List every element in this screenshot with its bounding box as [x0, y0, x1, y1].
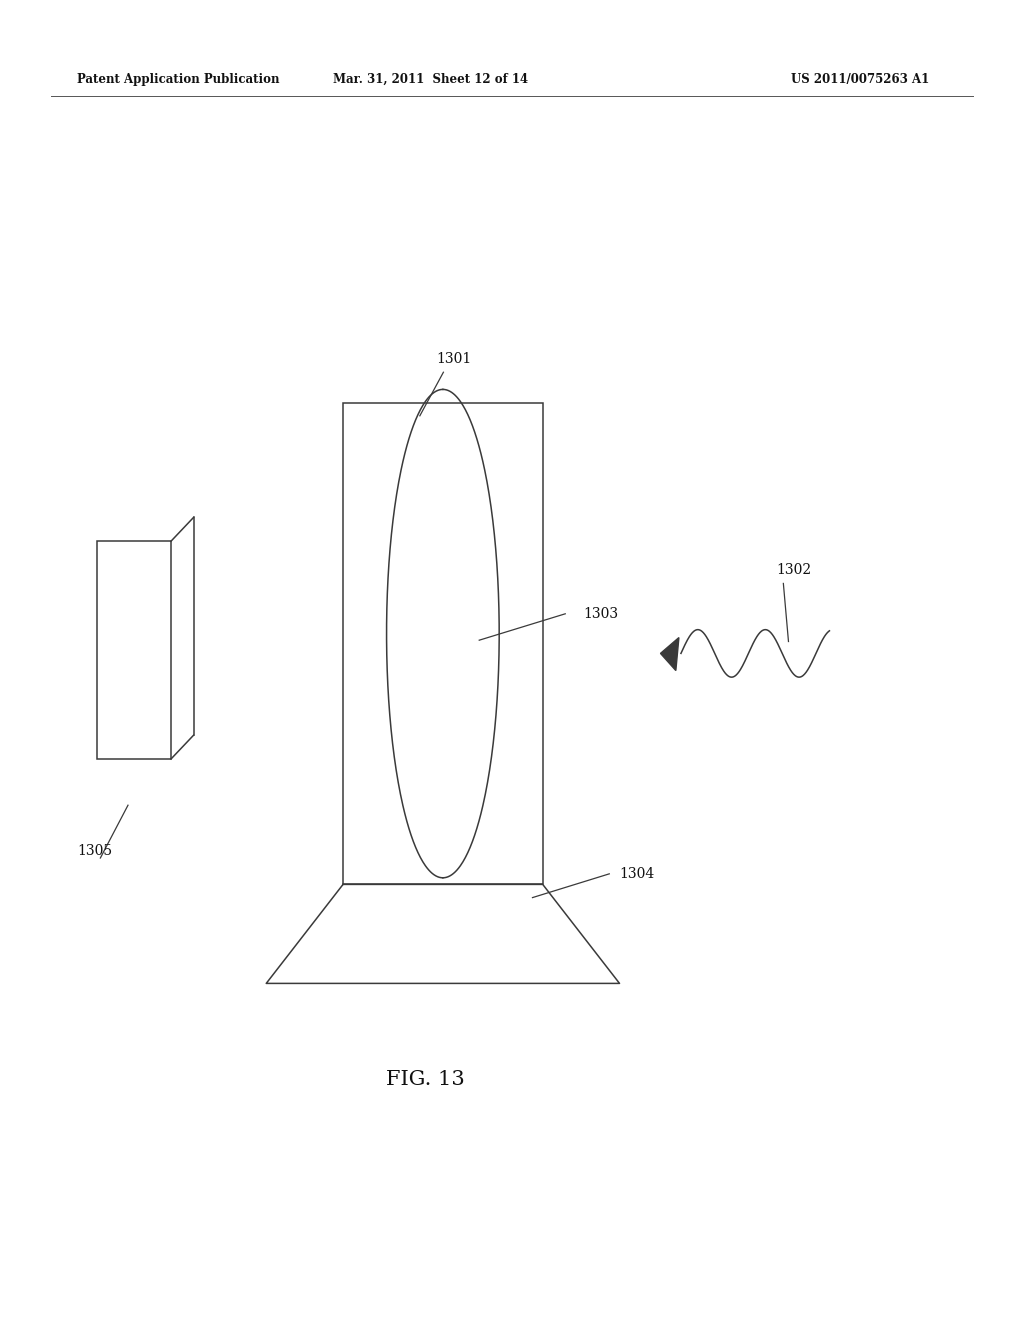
- Text: Patent Application Publication: Patent Application Publication: [77, 73, 280, 86]
- Text: 1303: 1303: [584, 607, 618, 620]
- Text: 1304: 1304: [620, 867, 654, 880]
- Text: FIG. 13: FIG. 13: [386, 1071, 464, 1089]
- Text: US 2011/0075263 A1: US 2011/0075263 A1: [791, 73, 930, 86]
- Text: 1301: 1301: [436, 352, 471, 366]
- Text: 1302: 1302: [776, 564, 811, 577]
- Bar: [97, 541, 171, 759]
- Polygon shape: [660, 638, 679, 671]
- Bar: [343, 403, 543, 884]
- Text: Mar. 31, 2011  Sheet 12 of 14: Mar. 31, 2011 Sheet 12 of 14: [333, 73, 527, 86]
- Text: 1305: 1305: [78, 845, 113, 858]
